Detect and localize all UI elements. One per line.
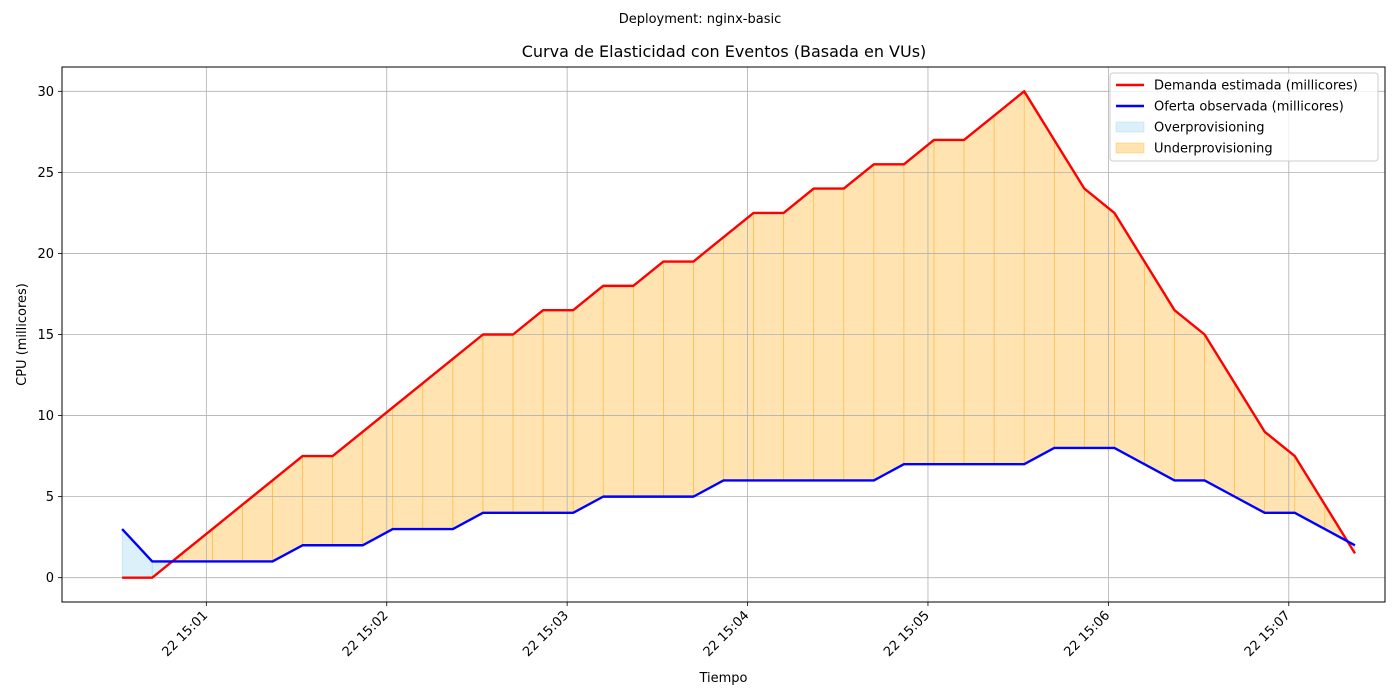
underprovisioning-area bbox=[963, 115, 995, 465]
legend-label-overprovisioning: Overprovisioning bbox=[1154, 121, 1265, 136]
fill-layer bbox=[121, 90, 1356, 579]
underprovisioning-area bbox=[723, 212, 754, 481]
underprovisioning-area bbox=[632, 260, 664, 497]
legend-label-supply: Oferta observada (millicores) bbox=[1154, 100, 1344, 115]
x-axis-label: Tiempo bbox=[698, 671, 747, 686]
underprovisioning-area bbox=[1144, 260, 1175, 481]
underprovisioning-area bbox=[272, 455, 303, 562]
x-tick-label: 22 15:02 bbox=[340, 608, 392, 660]
series-layer bbox=[121, 90, 1356, 579]
y-axis-label: CPU (millicores) bbox=[15, 283, 30, 386]
y-tick-label: 15 bbox=[37, 328, 54, 343]
legend-swatch-underprovisioning bbox=[1115, 142, 1145, 154]
underprovisioning-area bbox=[1053, 138, 1085, 449]
underprovisioning-area bbox=[332, 431, 363, 546]
underprovisioning-area bbox=[602, 285, 634, 497]
underprovisioning-area bbox=[993, 90, 1025, 465]
y-tick-label: 30 bbox=[37, 85, 54, 100]
chart-title: Curva de Elasticidad con Eventos (Basada… bbox=[521, 42, 927, 61]
legend: Demanda estimada (millicores) Oferta obs… bbox=[1109, 72, 1379, 162]
underprovisioning-area bbox=[1114, 211, 1145, 465]
y-tick-label: 5 bbox=[46, 490, 54, 505]
underprovisioning-area bbox=[843, 163, 875, 481]
x-tick-label: 22 15:01 bbox=[159, 608, 211, 660]
y-tick-label: 25 bbox=[37, 166, 54, 181]
underprovisioning-area bbox=[1023, 90, 1055, 465]
underprovisioning-area bbox=[212, 504, 243, 562]
supply-line bbox=[121, 446, 1356, 563]
underprovisioning-area bbox=[572, 285, 604, 514]
underprovisioning-area bbox=[452, 333, 484, 530]
x-tick-label: 22 15:06 bbox=[1061, 608, 1113, 660]
underprovisioning-area bbox=[302, 455, 333, 546]
legend-box bbox=[1109, 72, 1379, 162]
x-tick-label: 22 15:05 bbox=[881, 608, 933, 660]
demand-line bbox=[122, 90, 1356, 579]
x-tick-label: 22 15:03 bbox=[520, 608, 572, 660]
y-tick-label: 0 bbox=[46, 571, 54, 586]
legend-swatch-overprovisioning bbox=[1115, 121, 1145, 133]
legend-label-demand: Demanda estimada (millicores) bbox=[1154, 79, 1358, 94]
legend-label-underprovisioning: Underprovisioning bbox=[1154, 142, 1273, 157]
figure-suptitle: Deployment: nginx-basic bbox=[618, 12, 782, 27]
overprovisioning-area bbox=[121, 528, 153, 578]
underprovisioning-area bbox=[542, 309, 574, 514]
underprovisioning-area bbox=[1084, 187, 1115, 449]
underprovisioning-area bbox=[663, 261, 694, 497]
underprovisioning-area bbox=[873, 163, 905, 481]
underprovisioning-area bbox=[753, 212, 784, 481]
underprovisioning-area bbox=[422, 358, 454, 530]
x-tick-label: 22 15:04 bbox=[701, 608, 753, 660]
y-tick-label: 20 bbox=[37, 247, 54, 262]
underprovisioning-area bbox=[693, 236, 724, 498]
underprovisioning-area bbox=[1174, 309, 1205, 481]
underprovisioning-area bbox=[482, 334, 514, 514]
x-tick-label: 22 15:07 bbox=[1242, 608, 1294, 660]
underprovisioning-area bbox=[1294, 455, 1326, 530]
underprovisioning-area bbox=[1234, 382, 1266, 514]
y-tick-label: 10 bbox=[37, 409, 54, 424]
grid-layer bbox=[62, 67, 1385, 602]
underprovisioning-area bbox=[512, 309, 544, 514]
